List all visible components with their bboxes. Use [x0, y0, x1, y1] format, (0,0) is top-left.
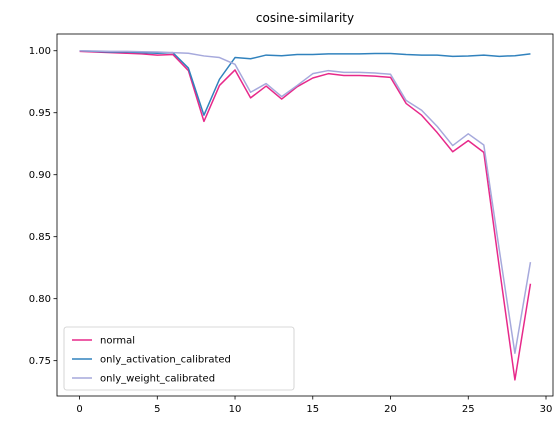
y-tick-label: 0.90 [29, 170, 51, 181]
series-line-normal [79, 50, 532, 381]
x-axis: 0 5 10 15 20 25 30 [76, 396, 552, 415]
y-axis: 0.75 0.80 0.85 0.90 0.95 1.00 [29, 46, 57, 367]
y-tick-label: 0.85 [29, 232, 51, 243]
legend-label-normal: normal [100, 336, 135, 347]
x-tick-label: 0 [76, 404, 82, 415]
x-tick-label: 20 [384, 404, 397, 415]
series-line-only_weight_calibrated [79, 49, 532, 354]
x-tick-label: 30 [540, 404, 553, 415]
x-tick-label: 25 [462, 404, 475, 415]
legend-label-only_activation_calibrated: only_activation_calibrated [100, 355, 231, 366]
y-tick-label: 0.95 [29, 108, 51, 119]
series-line-only_activation_calibrated [79, 49, 531, 116]
axes-frame [56, 33, 554, 397]
chart-title: cosine-similarity [256, 11, 354, 25]
y-tick-label: 0.80 [29, 294, 51, 305]
legend-box [63, 326, 295, 391]
legend: normal only_activation_calibrated only_wei… [63, 326, 295, 391]
legend-label-only_weight_calibrated: only_weight_calibrated [100, 374, 215, 385]
y-tick-label: 0.75 [29, 356, 51, 367]
plot-area [79, 49, 532, 381]
x-tick-label: 5 [154, 404, 160, 415]
x-tick-label: 10 [229, 404, 242, 415]
x-tick-label: 15 [306, 404, 319, 415]
y-tick-label: 1.00 [29, 46, 51, 57]
